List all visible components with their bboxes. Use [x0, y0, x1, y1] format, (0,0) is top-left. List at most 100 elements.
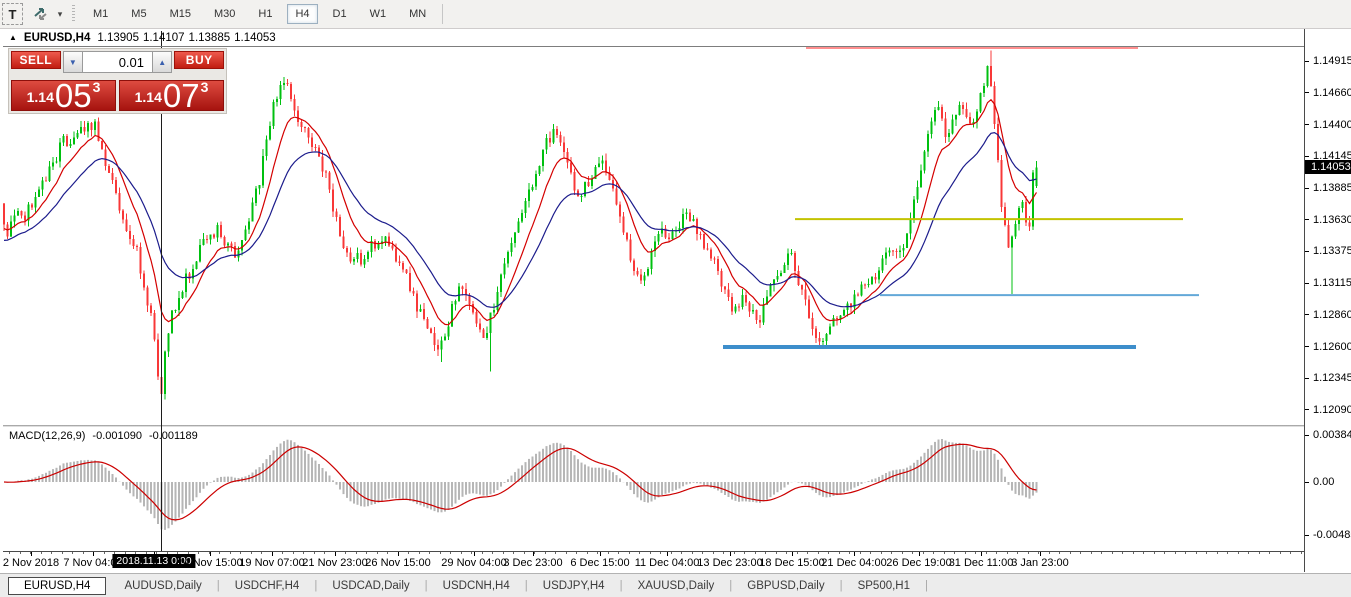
- time-minor-tick: [82, 552, 84, 554]
- time-minor-tick: [439, 552, 441, 554]
- date-axis-label: 21 Dec 04:00: [821, 557, 887, 569]
- price-tick: [1305, 92, 1309, 93]
- time-minor-tick: [460, 552, 462, 554]
- time-minor-tick: [996, 552, 997, 554]
- time-major-tick: [335, 552, 336, 556]
- date-axis-label: 18 Dec 15:00: [759, 557, 825, 569]
- time-minor-tick: [135, 552, 136, 554]
- ma-fast-line: [3, 98, 1038, 326]
- timeframe-M30[interactable]: M30: [213, 8, 236, 20]
- time-minor-tick: [303, 552, 304, 554]
- timeframe-W1[interactable]: W1: [369, 8, 387, 20]
- tab-eurusd-h4[interactable]: EURUSD,H4: [8, 576, 107, 595]
- volume-increase-button[interactable]: ▲: [152, 51, 173, 73]
- timeframe-M5[interactable]: M5: [131, 8, 147, 20]
- timeframe-H4[interactable]: H4: [287, 4, 318, 24]
- toolbar-separator: [442, 4, 444, 24]
- date-axis-label: 13 Dec 23:00: [697, 557, 763, 569]
- tab-usdjpy-h4[interactable]: USDJPY,H4: [542, 579, 605, 592]
- price-axis-label: 1.13885: [1313, 182, 1351, 195]
- time-minor-tick: [628, 552, 630, 554]
- tab-separator: |: [729, 579, 733, 592]
- tab-usdcnh-h4[interactable]: USDCNH,H4: [442, 579, 510, 592]
- sell-button[interactable]: SELL: [11, 51, 61, 69]
- date-axis-label: 14 Nov 15:00: [177, 557, 243, 569]
- time-minor-tick: [124, 552, 126, 554]
- price-tick: [1305, 314, 1309, 316]
- time-minor-tick: [345, 552, 346, 554]
- time-major-tick: [210, 552, 211, 556]
- time-minor-tick: [72, 552, 73, 554]
- tab-xauusd-daily[interactable]: XAUUSD,Daily: [637, 579, 715, 592]
- time-minor-tick: [40, 552, 42, 554]
- time-minor-tick: [51, 552, 52, 554]
- tab-usdcad-daily[interactable]: USDCAD,Daily: [332, 579, 410, 592]
- timeframe-H1[interactable]: H1: [258, 8, 273, 20]
- ohlc-high: 1.14107: [142, 32, 185, 44]
- timeframe-D1[interactable]: D1: [332, 8, 347, 20]
- time-minor-tick: [712, 552, 714, 554]
- time-minor-tick: [534, 552, 535, 554]
- time-minor-tick: [1185, 552, 1186, 554]
- time-minor-tick: [828, 552, 829, 554]
- tab-separator: |: [524, 579, 528, 592]
- date-axis-label: 31 Dec 11:00: [948, 557, 1014, 569]
- buy-price-display[interactable]: 1.14 07 3: [119, 79, 224, 112]
- tab-usdchf-h4[interactable]: USDCHF,H4: [234, 579, 300, 592]
- tab-sp500-h1[interactable]: SP500,H1: [857, 579, 911, 592]
- timeframe-MN[interactable]: MN: [409, 8, 427, 20]
- date-axis-label: 11 Dec 04:00: [634, 557, 700, 569]
- macd-axis-label: 0.00: [1313, 476, 1335, 488]
- time-minor-tick: [565, 552, 567, 554]
- volume-input[interactable]: [83, 51, 152, 73]
- pane-divider[interactable]: [3, 425, 1304, 427]
- timeframe-M1[interactable]: M1: [93, 8, 109, 20]
- macd-histogram: [6, 439, 1038, 530]
- time-minor-tick: [1017, 552, 1018, 554]
- header-divider: [3, 46, 1304, 47]
- triangle-up-icon: ▲: [158, 57, 167, 67]
- time-minor-tick: [1290, 552, 1291, 554]
- timeframe-M15[interactable]: M15: [169, 8, 191, 20]
- time-minor-tick: [775, 552, 777, 554]
- macd-name: MACD(12,26,9): [9, 430, 86, 442]
- price-axis-label: 1.12345: [1313, 372, 1351, 385]
- time-major-tick: [398, 552, 399, 556]
- time-major-tick: [792, 552, 793, 556]
- time-minor-tick: [985, 552, 987, 554]
- time-minor-tick: [450, 552, 451, 554]
- arrange-symbols-button[interactable]: [28, 3, 54, 25]
- price-tick: [1305, 282, 1309, 284]
- macd-axis-label: 0.003847: [1313, 429, 1351, 441]
- time-minor-tick: [471, 552, 472, 554]
- tab-audusd-daily[interactable]: AUDUSD,Daily: [124, 579, 202, 592]
- time-minor-tick: [114, 552, 115, 554]
- time-minor-tick: [19, 552, 21, 554]
- text-tool-button[interactable]: T: [2, 3, 23, 25]
- tab-gbpusd-daily[interactable]: GBPUSD,Daily: [747, 579, 825, 592]
- time-major-tick: [1040, 552, 1041, 556]
- time-axis[interactable]: 2 Nov 2018 7 Nov 04:00 2018.11.13 0:00 14 N…: [3, 551, 1304, 573]
- sell-price-display[interactable]: 1.14 05 3: [11, 79, 116, 112]
- price-axis-label: 1.12860: [1313, 308, 1351, 321]
- time-major-tick: [31, 552, 32, 556]
- ohlc-close: 1.14053: [234, 32, 276, 44]
- toolbar-grip[interactable]: [72, 5, 75, 23]
- buy-button[interactable]: BUY: [174, 51, 224, 69]
- crosshair-date-tag: 2018.11.13 0:00: [112, 554, 196, 568]
- time-minor-tick: [1174, 552, 1176, 554]
- time-minor-tick: [660, 552, 661, 554]
- tab-separator: |: [314, 579, 318, 592]
- time-minor-tick: [1300, 552, 1302, 554]
- tool-dropdown-caret[interactable]: ▾: [54, 3, 66, 25]
- volume-decrease-button[interactable]: ▼: [62, 51, 83, 73]
- time-minor-tick: [544, 552, 546, 554]
- ohlc-low: 1.13885: [188, 32, 231, 44]
- collapse-triangle-icon[interactable]: ▲: [9, 33, 17, 42]
- macd-value-signal: -0.001189: [148, 430, 198, 442]
- date-axis-label: 29 Nov 04:00: [441, 557, 507, 569]
- time-minor-tick: [1279, 552, 1281, 554]
- time-minor-tick: [1227, 552, 1228, 554]
- macd-pane-svg[interactable]: [3, 427, 1304, 551]
- price-axis[interactable]: 1.14053 1.14915 1.14660 1.14400 1.14145 1.13…: [1304, 29, 1351, 572]
